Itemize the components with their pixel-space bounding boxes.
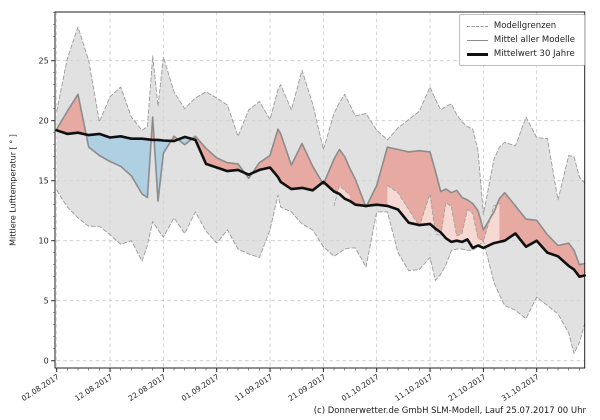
y-tick-label: 5	[44, 296, 49, 305]
climate-mean-line	[55, 129, 587, 279]
x-tick-label: 01.09.2017	[180, 372, 221, 403]
y-tick-label: 15	[39, 176, 49, 185]
legend: Modellgrenzen Mittel aller Modelle Mitte…	[458, 14, 585, 66]
model-mean-line	[55, 93, 586, 266]
x-tick-label: 01.10.2017	[340, 372, 381, 403]
x-tick-label: 11.09.2017	[233, 372, 274, 403]
lower-bound-dashed-line	[56, 189, 586, 354]
dashed-line-swatch	[466, 25, 488, 27]
legend-item-climate-mean: Mittelwert 30 Jahre	[466, 47, 575, 61]
legend-item-label: Modellgrenzen	[493, 21, 557, 31]
legend-item-label: Mittelwert 30 Jahre	[493, 49, 575, 59]
x-tick-label: 02.08.2017	[20, 372, 61, 403]
gray-line-swatch	[466, 39, 488, 41]
legend-item-model-bounds: Modellgrenzen	[466, 19, 575, 33]
inner-bound-dashed-line	[333, 185, 500, 242]
y-axis-label: Mittlere Lufttemperatur [ ° ]	[8, 134, 18, 246]
legend-item-label: Mittel aller Modelle	[493, 35, 575, 45]
copyright-caption: (c) Donnerwetter.de GmbH SLM-Modell, Lau…	[313, 406, 586, 416]
y-tick-label: 20	[39, 116, 49, 125]
legend-item-model-mean: Mittel aller Modelle	[466, 33, 575, 47]
black-line-swatch	[466, 52, 488, 56]
x-tick-label: 21.09.2017	[287, 372, 328, 403]
x-tick-label: 31.10.2017	[500, 372, 541, 403]
x-tick-label: 21.10.2017	[447, 372, 488, 403]
x-tick-label: 11.10.2017	[393, 372, 434, 403]
y-tick-label: 25	[39, 56, 49, 65]
x-tick-label: 12.08.2017	[73, 372, 114, 403]
y-tick-label: 10	[39, 236, 49, 245]
model-range-band	[56, 27, 585, 354]
upper-bound-dashed-line	[56, 26, 586, 215]
x-tick-label: 22.08.2017	[127, 372, 168, 403]
y-tick-label: 0	[44, 356, 49, 365]
